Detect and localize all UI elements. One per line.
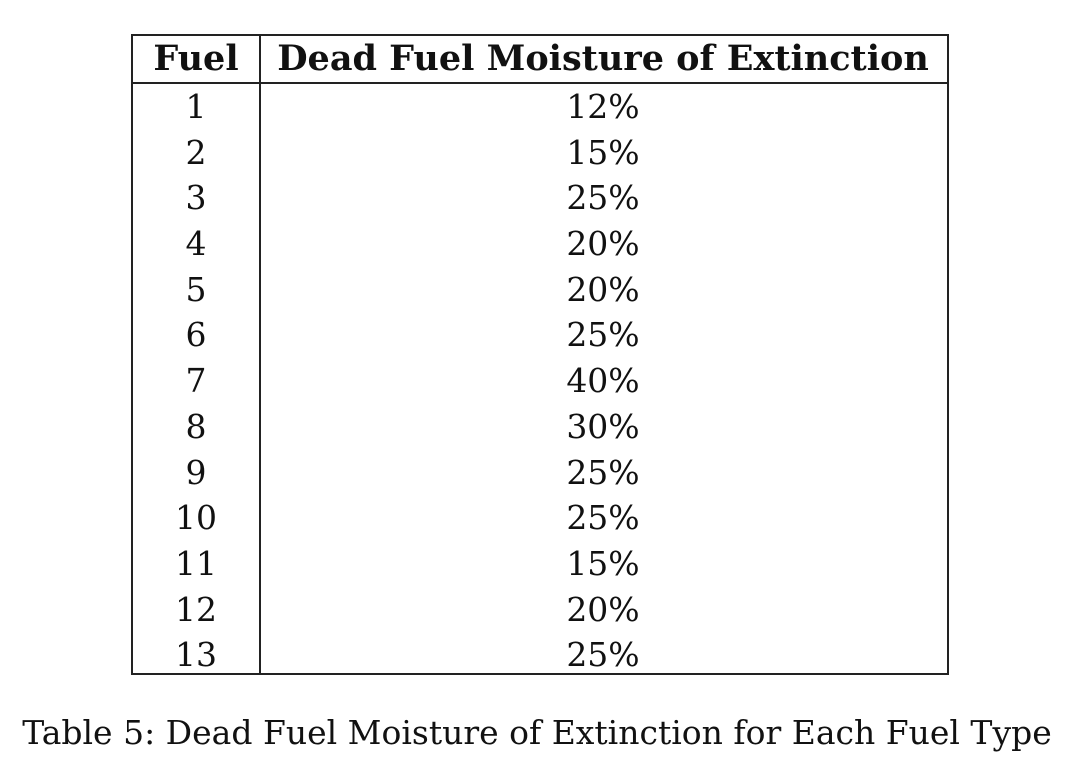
cell-moisture: 20% [566, 589, 640, 629]
cell-fuel: 8 [185, 406, 207, 446]
cell-fuel: 1 [185, 87, 207, 126]
cell-moisture: 25% [566, 452, 640, 492]
table-row: 7 40% [133, 358, 947, 404]
table-row: 3 25% [133, 175, 947, 221]
cell-fuel: 12 [175, 589, 217, 629]
table-header-row: Fuel Dead Fuel Moisture of Extinction [133, 36, 947, 82]
cell-moisture: 30% [566, 406, 640, 446]
cell-fuel: 10 [175, 498, 217, 538]
cell-moisture: 40% [566, 361, 640, 401]
table-row: 4 20% [133, 221, 947, 267]
table-caption: Table 5: Dead Fuel Moisture of Extinctio… [22, 713, 1052, 752]
cell-moisture: 12% [566, 87, 640, 126]
cell-moisture: 15% [566, 543, 640, 583]
table-row: 13 25% [133, 632, 947, 678]
table-row: 1 12% [133, 84, 947, 130]
cell-fuel: 9 [185, 452, 207, 492]
cell-moisture: 20% [566, 224, 640, 264]
table-row: 6 25% [133, 312, 947, 358]
column-divider [259, 36, 261, 673]
cell-fuel: 3 [185, 178, 207, 218]
cell-moisture: 25% [566, 635, 640, 675]
cell-fuel: 2 [185, 132, 207, 172]
cell-moisture: 20% [566, 269, 640, 309]
table-row: 8 30% [133, 404, 947, 450]
table-row: 9 25% [133, 450, 947, 496]
table-body: 1 12% 2 15% 3 25% 4 20% 5 20% 6 25% 7 40% 8 30% 9 25% 10 25… [133, 84, 947, 678]
cell-moisture: 15% [566, 132, 640, 172]
cell-moisture: 25% [566, 498, 640, 538]
header-rule [133, 82, 947, 84]
cell-moisture: 25% [566, 315, 640, 355]
header-moisture: Dead Fuel Moisture of Extinction [277, 38, 929, 79]
table-row: 12 20% [133, 587, 947, 633]
table-row: 10 25% [133, 495, 947, 541]
header-fuel: Fuel [153, 38, 239, 79]
cell-moisture: 25% [566, 178, 640, 218]
cell-fuel: 11 [175, 543, 217, 583]
table-row: 5 20% [133, 267, 947, 313]
cell-fuel: 13 [175, 635, 217, 675]
cell-fuel: 7 [185, 361, 207, 401]
cell-fuel: 4 [185, 224, 207, 264]
table-row: 2 15% [133, 130, 947, 176]
table-row: 11 15% [133, 541, 947, 587]
cell-fuel: 6 [185, 315, 207, 355]
cell-fuel: 5 [185, 269, 207, 309]
